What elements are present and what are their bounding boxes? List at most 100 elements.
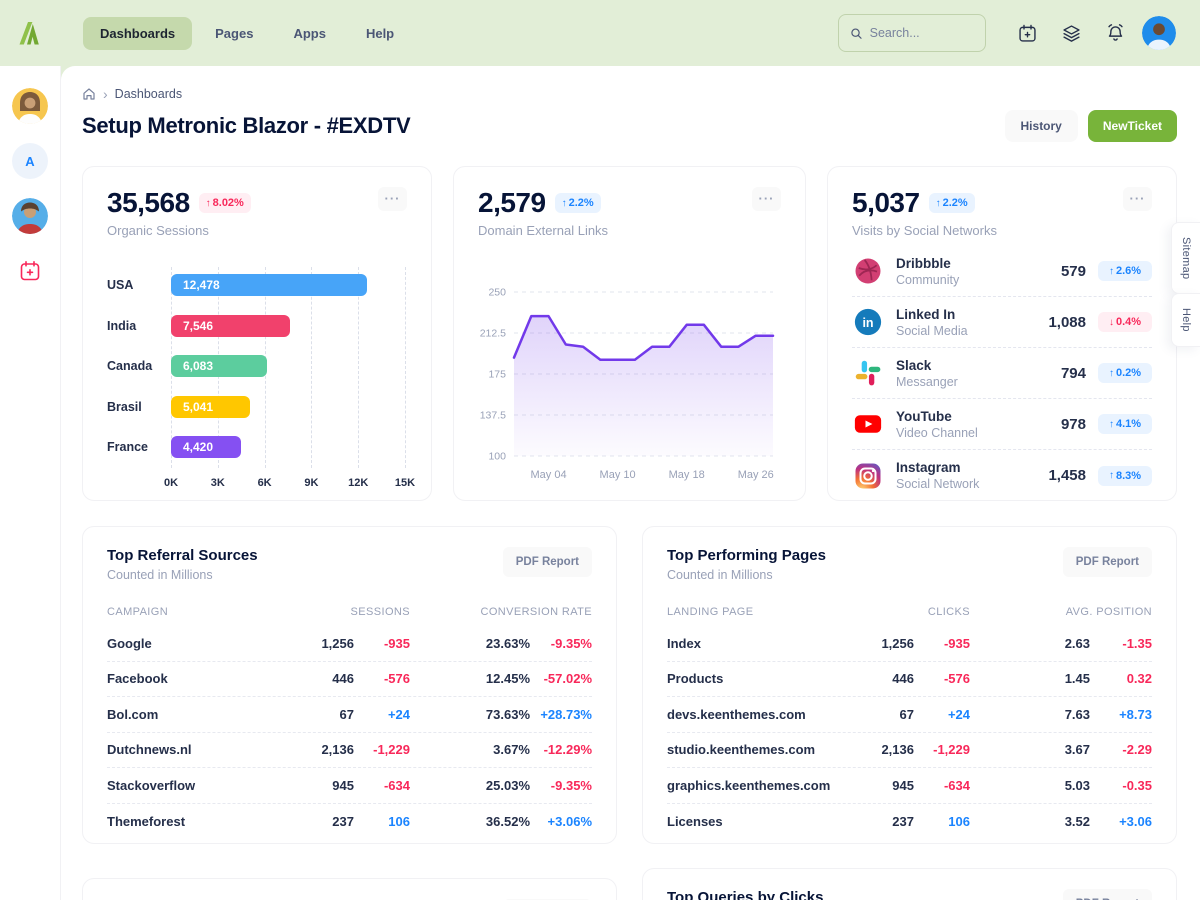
- layers-button[interactable]: [1054, 16, 1088, 50]
- row-name: devs.keenthemes.com: [667, 706, 806, 722]
- organic-sessions-delta-badge: ↑ 8.02%: [198, 193, 251, 213]
- rail-calendar-plus-button[interactable]: [18, 259, 42, 286]
- social-visits-count: 794: [1060, 364, 1086, 382]
- organic-sessions-bar-chart: USA 12,478 India 7,546 Canada: [107, 267, 415, 493]
- search-input[interactable]: [869, 26, 974, 40]
- nav-pages[interactable]: Pages: [215, 25, 254, 41]
- table-row: Products 446 -576 1.45 0.32: [667, 662, 1152, 697]
- left-rail: A: [0, 66, 61, 900]
- main-nav: Dashboards Pages Apps Help: [83, 16, 838, 50]
- rail-avatar-initial[interactable]: A: [12, 143, 48, 179]
- breadcrumb-dashboards[interactable]: Dashboards: [114, 87, 183, 101]
- x-tick-label: 6K: [257, 476, 272, 489]
- more-options-button[interactable]: ···: [752, 187, 781, 211]
- social-row-text: Instagram Social Network: [896, 460, 979, 491]
- gridline: [405, 267, 406, 468]
- row-value-2: 73.63%: [485, 706, 530, 722]
- referral-title: Top Referral Sources: [107, 547, 258, 564]
- social-delta-badge: ↑ 4.1%: [1098, 414, 1152, 434]
- social-network-name: YouTube: [896, 408, 952, 424]
- help-tab[interactable]: Help: [1171, 293, 1200, 347]
- row-delta-1: -634: [383, 777, 410, 793]
- slack-icon: [852, 357, 884, 389]
- arrow-up-icon: ↑: [205, 197, 211, 209]
- social-row-dribbble: Dribbble Community 579 ↑ 2.6%: [852, 246, 1152, 297]
- page-title-row: Setup Metronic Blazor - #EXDTV History N…: [82, 110, 1177, 142]
- nav-apps[interactable]: Apps: [293, 25, 326, 41]
- bar-category-label: USA: [107, 278, 134, 292]
- top-queries-title: Top Queries by Clicks: [667, 889, 824, 900]
- row-delta-1: -634: [943, 777, 970, 793]
- bar-value-label: 12,478: [183, 278, 220, 292]
- row-name: Stackoverflow: [107, 777, 196, 793]
- row-delta-2: +8.73: [1119, 706, 1152, 722]
- row-value-1: 446: [892, 671, 914, 687]
- rail-avatar-2[interactable]: [12, 198, 48, 234]
- social-visits-delta-badge: ↑ 2.2%: [928, 193, 975, 213]
- organic-sessions-label: Organic Sessions: [107, 223, 209, 238]
- row-value-2: 36.52%: [485, 813, 530, 829]
- calendar-plus-button[interactable]: [1010, 16, 1044, 50]
- header-actions: [838, 14, 1176, 52]
- pdf-report-button[interactable]: PDF Report: [1062, 889, 1152, 900]
- pages-subtitle: Counted in Millions: [667, 568, 773, 582]
- more-options-button[interactable]: ···: [1123, 187, 1152, 211]
- table-row: Stackoverflow 945 -634 25.03% -9.35%: [107, 768, 592, 804]
- table-row: Dutchnews.nl 2,136 -1,229 3.67% -12.29%: [107, 733, 592, 768]
- social-visits-label: Visits by Social Networks: [852, 223, 997, 238]
- row-delta-1: -1,229: [373, 742, 410, 758]
- social-network-type: Social Media: [896, 323, 968, 338]
- row-delta-2: -12.29%: [543, 742, 592, 758]
- row-name: graphics.keenthemes.com: [667, 777, 831, 793]
- row-delta-1: 106: [948, 813, 970, 829]
- social-networks-list: Dribbble Community 579 ↑ 2.6% in Linked I…: [852, 246, 1152, 501]
- row-name: Bol.com: [107, 706, 159, 722]
- bar-row-france: France 4,420: [107, 436, 407, 458]
- sitemap-tab[interactable]: Sitemap: [1171, 222, 1200, 295]
- social-delta-badge: ↑ 2.6%: [1098, 261, 1152, 281]
- stats-row: 35,568 ↑ 8.02% Organic Sessions ··· USA: [82, 166, 1177, 501]
- svg-text:212.5: 212.5: [480, 328, 506, 340]
- domain-links-card: 2,579 ↑ 2.2% Domain External Links ··· 25…: [453, 166, 806, 501]
- social-visits-count: 1,088: [1048, 313, 1086, 331]
- author-sales-card: Author Sales PDF Report: [82, 878, 617, 900]
- social-row-text: Linked In Social Media: [896, 307, 968, 338]
- social-network-type: Community: [896, 272, 960, 287]
- history-button[interactable]: History: [1004, 110, 1078, 142]
- notifications-button[interactable]: [1098, 16, 1132, 50]
- row-value-2: 3.52: [1064, 813, 1090, 829]
- gridline: [358, 267, 360, 468]
- bar-track: 12,478: [171, 274, 407, 296]
- row-delta-1: -576: [943, 671, 970, 687]
- rail-avatar-1[interactable]: [12, 88, 48, 124]
- search-box[interactable]: [838, 14, 986, 52]
- home-icon[interactable]: [82, 87, 96, 101]
- social-visits-count: 978: [1060, 415, 1086, 433]
- row-delta-2: -0.35: [1122, 777, 1152, 793]
- pdf-report-button[interactable]: PDF Report: [502, 547, 592, 577]
- bar-row-usa: USA 12,478: [107, 274, 407, 296]
- app-logo[interactable]: [0, 19, 61, 47]
- social-visits-count: 579: [1060, 262, 1086, 280]
- bar: 7,546: [171, 314, 290, 337]
- row-name: Google: [107, 635, 152, 651]
- organic-sessions-value: 35,568: [107, 187, 190, 218]
- tables-row: Top Referral Sources Counted in Millions…: [82, 526, 1177, 844]
- pdf-report-button[interactable]: PDF Report: [1062, 547, 1152, 577]
- nav-help[interactable]: Help: [365, 25, 395, 41]
- nav-dashboards[interactable]: Dashboards: [83, 16, 193, 50]
- table-row: Facebook 446 -576 12.45% -57.02%: [107, 662, 592, 697]
- social-network-type: Social Network: [896, 477, 980, 491]
- row-delta-1: +24: [387, 706, 410, 722]
- more-options-button[interactable]: ···: [378, 187, 407, 211]
- bar-category-label: Brasil: [107, 399, 142, 414]
- user-avatar[interactable]: [1142, 16, 1176, 50]
- referral-subtitle: Counted in Millions: [107, 568, 213, 582]
- domain-links-delta-badge: ↑ 2.2%: [554, 193, 601, 213]
- svg-text:250: 250: [488, 287, 506, 299]
- calendar-plus-icon: [20, 261, 40, 281]
- new-ticket-button[interactable]: NewTicket: [1087, 110, 1177, 142]
- rail-avatar-2-image: [12, 198, 48, 234]
- table-row: studio.keenthemes.com 2,136 -1,229 3.67 …: [667, 733, 1152, 768]
- bar-row-canada: Canada 6,083: [107, 355, 407, 377]
